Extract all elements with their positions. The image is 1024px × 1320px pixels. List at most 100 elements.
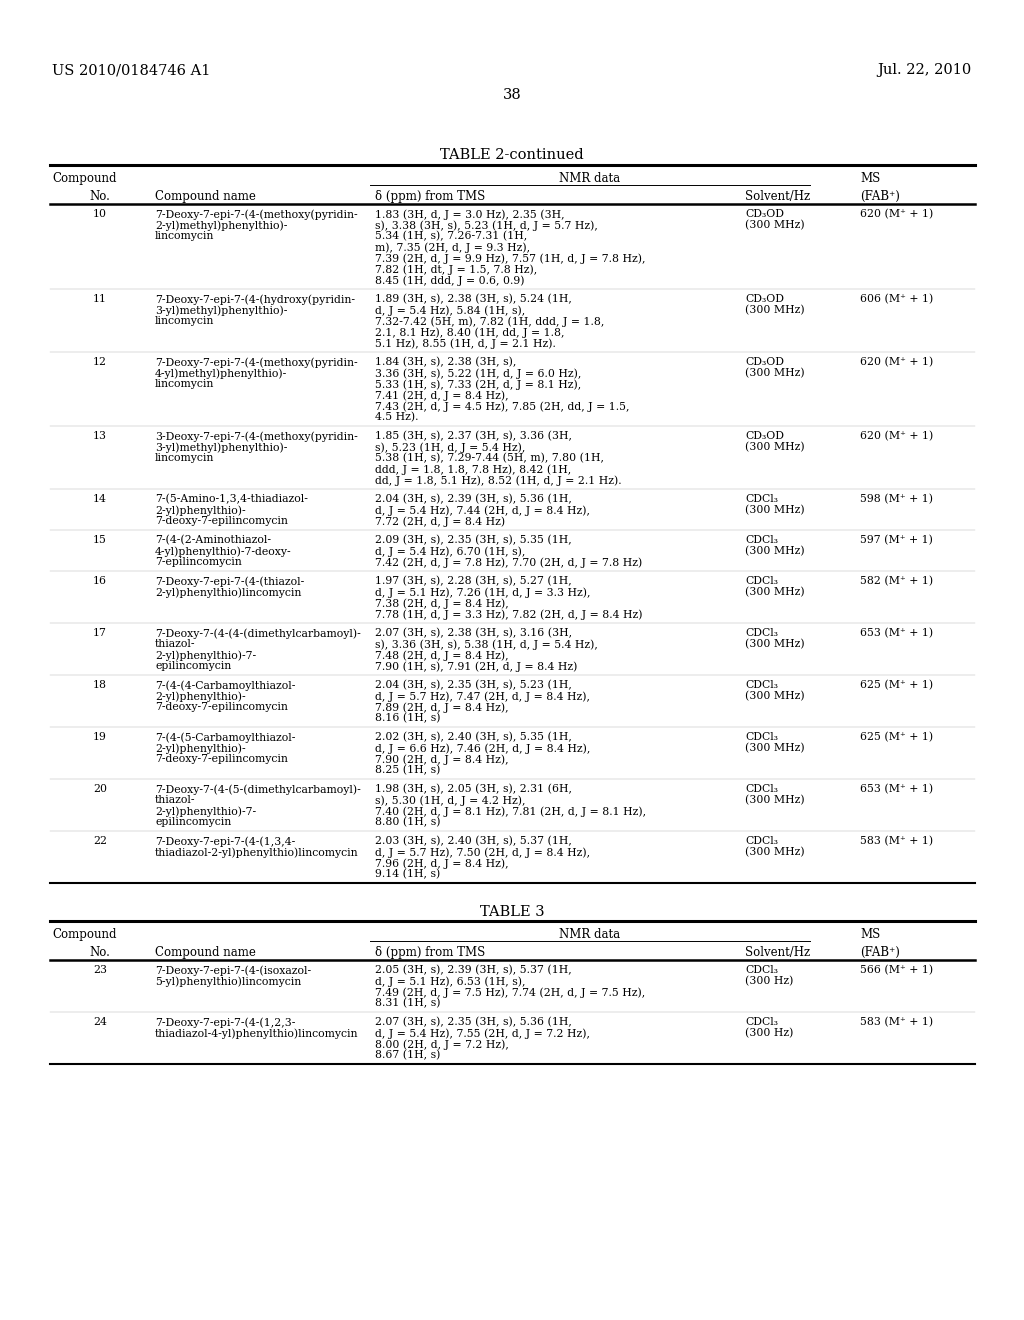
Text: 7.38 (2H, d, J = 8.4 Hz),: 7.38 (2H, d, J = 8.4 Hz),: [375, 598, 509, 609]
Text: 13: 13: [93, 432, 106, 441]
Text: 4-yl)methyl)phenylthio)-: 4-yl)methyl)phenylthio)-: [155, 368, 288, 379]
Text: 7-Deoxy-7-epi-7-(4-(methoxy(pyridin-: 7-Deoxy-7-epi-7-(4-(methoxy(pyridin-: [155, 356, 357, 367]
Text: 1.89 (3H, s), 2.38 (3H, s), 5.24 (1H,: 1.89 (3H, s), 2.38 (3H, s), 5.24 (1H,: [375, 294, 571, 305]
Text: 7.32-7.42 (5H, m), 7.82 (1H, ddd, J = 1.8,: 7.32-7.42 (5H, m), 7.82 (1H, ddd, J = 1.…: [375, 315, 604, 326]
Text: 1.98 (3H, s), 2.05 (3H, s), 2.31 (6H,: 1.98 (3H, s), 2.05 (3H, s), 2.31 (6H,: [375, 784, 572, 795]
Text: (300 MHz): (300 MHz): [745, 587, 805, 598]
Text: 2-yl)phenylthio)-7-: 2-yl)phenylthio)-7-: [155, 649, 256, 660]
Text: MS: MS: [860, 172, 881, 185]
Text: CD₃OD: CD₃OD: [745, 356, 784, 367]
Text: 2-yl)phenylthio)-: 2-yl)phenylthio)-: [155, 506, 246, 516]
Text: 653 (M⁺ + 1): 653 (M⁺ + 1): [860, 784, 933, 795]
Text: 2.1, 8.1 Hz), 8.40 (1H, dd, J = 1.8,: 2.1, 8.1 Hz), 8.40 (1H, dd, J = 1.8,: [375, 327, 564, 338]
Text: 8.16 (1H, s): 8.16 (1H, s): [375, 713, 440, 723]
Text: 3-yl)methyl)phenylthio)-: 3-yl)methyl)phenylthio)-: [155, 305, 288, 315]
Text: 7-deoxy-7-epilincomycin: 7-deoxy-7-epilincomycin: [155, 516, 288, 525]
Text: 7-Deoxy-7-epi-7-(4-(isoxazol-: 7-Deoxy-7-epi-7-(4-(isoxazol-: [155, 965, 311, 975]
Text: 597 (M⁺ + 1): 597 (M⁺ + 1): [860, 535, 933, 545]
Text: (300 MHz): (300 MHz): [745, 220, 805, 230]
Text: d, J = 5.1 Hz), 7.26 (1H, d, J = 3.3 Hz),: d, J = 5.1 Hz), 7.26 (1H, d, J = 3.3 Hz)…: [375, 587, 591, 598]
Text: 583 (M⁺ + 1): 583 (M⁺ + 1): [860, 836, 933, 846]
Text: (300 MHz): (300 MHz): [745, 546, 805, 556]
Text: 7-(4-(5-Carbamoylthiazol-: 7-(4-(5-Carbamoylthiazol-: [155, 733, 295, 743]
Text: (300 MHz): (300 MHz): [745, 743, 805, 754]
Text: 15: 15: [93, 535, 106, 545]
Text: d, J = 6.6 Hz), 7.46 (2H, d, J = 8.4 Hz),: d, J = 6.6 Hz), 7.46 (2H, d, J = 8.4 Hz)…: [375, 743, 591, 754]
Text: 2-yl)methyl)phenylthio)-: 2-yl)methyl)phenylthio)-: [155, 220, 288, 231]
Text: (300 MHz): (300 MHz): [745, 442, 805, 453]
Text: lincomycin: lincomycin: [155, 315, 214, 326]
Text: s), 5.30 (1H, d, J = 4.2 Hz),: s), 5.30 (1H, d, J = 4.2 Hz),: [375, 795, 525, 805]
Text: No.: No.: [89, 946, 111, 960]
Text: 2-yl)phenylthio)-: 2-yl)phenylthio)-: [155, 690, 246, 701]
Text: (300 MHz): (300 MHz): [745, 305, 805, 315]
Text: 16: 16: [93, 576, 106, 586]
Text: 2.07 (3H, s), 2.38 (3H, s), 3.16 (3H,: 2.07 (3H, s), 2.38 (3H, s), 3.16 (3H,: [375, 628, 572, 639]
Text: 2.04 (3H, s), 2.35 (3H, s), 5.23 (1H,: 2.04 (3H, s), 2.35 (3H, s), 5.23 (1H,: [375, 680, 571, 690]
Text: 7.72 (2H, d, J = 8.4 Hz): 7.72 (2H, d, J = 8.4 Hz): [375, 516, 505, 527]
Text: 5.34 (1H, s), 7.26-7.31 (1H,: 5.34 (1H, s), 7.26-7.31 (1H,: [375, 231, 527, 242]
Text: 7-(4-(2-Aminothiazol-: 7-(4-(2-Aminothiazol-: [155, 535, 271, 545]
Text: 7.48 (2H, d, J = 8.4 Hz),: 7.48 (2H, d, J = 8.4 Hz),: [375, 649, 509, 660]
Text: 2.05 (3H, s), 2.39 (3H, s), 5.37 (1H,: 2.05 (3H, s), 2.39 (3H, s), 5.37 (1H,: [375, 965, 571, 975]
Text: 7-deoxy-7-epilincomycin: 7-deoxy-7-epilincomycin: [155, 754, 288, 764]
Text: 583 (M⁺ + 1): 583 (M⁺ + 1): [860, 1016, 933, 1027]
Text: 8.31 (1H, s): 8.31 (1H, s): [375, 998, 440, 1008]
Text: 566 (M⁺ + 1): 566 (M⁺ + 1): [860, 965, 933, 975]
Text: CDCl₃: CDCl₃: [745, 535, 778, 545]
Text: d, J = 5.4 Hz), 6.70 (1H, s),: d, J = 5.4 Hz), 6.70 (1H, s),: [375, 546, 525, 557]
Text: 2-yl)phenylthio)-7-: 2-yl)phenylthio)-7-: [155, 807, 256, 817]
Text: Solvent/Hz: Solvent/Hz: [745, 190, 810, 203]
Text: 7-Deoxy-7-epi-7-(4-(1,3,4-: 7-Deoxy-7-epi-7-(4-(1,3,4-: [155, 836, 295, 846]
Text: 7-(5-Amino-1,3,4-thiadiazol-: 7-(5-Amino-1,3,4-thiadiazol-: [155, 494, 308, 504]
Text: δ (ppm) from TMS: δ (ppm) from TMS: [375, 190, 485, 203]
Text: 7.96 (2H, d, J = 8.4 Hz),: 7.96 (2H, d, J = 8.4 Hz),: [375, 858, 509, 869]
Text: 7-Deoxy-7-epi-7-(4-(1,2,3-: 7-Deoxy-7-epi-7-(4-(1,2,3-: [155, 1016, 295, 1027]
Text: Solvent/Hz: Solvent/Hz: [745, 946, 810, 960]
Text: thiadiazol-2-yl)phenylthio)lincomycin: thiadiazol-2-yl)phenylthio)lincomycin: [155, 847, 358, 858]
Text: (300 Hz): (300 Hz): [745, 975, 794, 986]
Text: lincomycin: lincomycin: [155, 231, 214, 242]
Text: CDCl₃: CDCl₃: [745, 576, 778, 586]
Text: 3.36 (3H, s), 5.22 (1H, d, J = 6.0 Hz),: 3.36 (3H, s), 5.22 (1H, d, J = 6.0 Hz),: [375, 368, 582, 379]
Text: CDCl₃: CDCl₃: [745, 1016, 778, 1027]
Text: 22: 22: [93, 836, 106, 846]
Text: 7-deoxy-7-epilincomycin: 7-deoxy-7-epilincomycin: [155, 702, 288, 711]
Text: 12: 12: [93, 356, 106, 367]
Text: d, J = 5.7 Hz), 7.47 (2H, d, J = 8.4 Hz),: d, J = 5.7 Hz), 7.47 (2H, d, J = 8.4 Hz)…: [375, 690, 590, 701]
Text: 19: 19: [93, 733, 106, 742]
Text: 7-Deoxy-7-(4-(5-(dimethylcarbamoyl)-: 7-Deoxy-7-(4-(5-(dimethylcarbamoyl)-: [155, 784, 360, 795]
Text: US 2010/0184746 A1: US 2010/0184746 A1: [52, 63, 210, 77]
Text: CDCl₃: CDCl₃: [745, 784, 778, 795]
Text: 7.49 (2H, d, J = 7.5 Hz), 7.74 (2H, d, J = 7.5 Hz),: 7.49 (2H, d, J = 7.5 Hz), 7.74 (2H, d, J…: [375, 987, 645, 998]
Text: 1.84 (3H, s), 2.38 (3H, s),: 1.84 (3H, s), 2.38 (3H, s),: [375, 356, 516, 367]
Text: Compound name: Compound name: [155, 946, 256, 960]
Text: s), 3.38 (3H, s), 5.23 (1H, d, J = 5.7 Hz),: s), 3.38 (3H, s), 5.23 (1H, d, J = 5.7 H…: [375, 220, 598, 231]
Text: 8.80 (1H, s): 8.80 (1H, s): [375, 817, 440, 828]
Text: 8.25 (1H, s): 8.25 (1H, s): [375, 766, 440, 775]
Text: 582 (M⁺ + 1): 582 (M⁺ + 1): [860, 576, 933, 586]
Text: 18: 18: [93, 680, 106, 690]
Text: 2.04 (3H, s), 2.39 (3H, s), 5.36 (1H,: 2.04 (3H, s), 2.39 (3H, s), 5.36 (1H,: [375, 494, 571, 504]
Text: CDCl₃: CDCl₃: [745, 836, 778, 846]
Text: 5.33 (1H, s), 7.33 (2H, d, J = 8.1 Hz),: 5.33 (1H, s), 7.33 (2H, d, J = 8.1 Hz),: [375, 379, 582, 389]
Text: Compound: Compound: [52, 172, 117, 185]
Text: 7-(4-(4-Carbamoylthiazol-: 7-(4-(4-Carbamoylthiazol-: [155, 680, 295, 690]
Text: CD₃OD: CD₃OD: [745, 209, 784, 219]
Text: d, J = 5.4 Hz), 5.84 (1H, s),: d, J = 5.4 Hz), 5.84 (1H, s),: [375, 305, 525, 315]
Text: 7-Deoxy-7-epi-7-(4-(hydroxy(pyridin-: 7-Deoxy-7-epi-7-(4-(hydroxy(pyridin-: [155, 294, 355, 305]
Text: 7.78 (1H, d, J = 3.3 Hz), 7.82 (2H, d, J = 8.4 Hz): 7.78 (1H, d, J = 3.3 Hz), 7.82 (2H, d, J…: [375, 609, 642, 619]
Text: thiazol-: thiazol-: [155, 639, 196, 649]
Text: (300 MHz): (300 MHz): [745, 847, 805, 857]
Text: 4.5 Hz).: 4.5 Hz).: [375, 412, 419, 422]
Text: 5-yl)phenylthio)lincomycin: 5-yl)phenylthio)lincomycin: [155, 975, 301, 986]
Text: No.: No.: [89, 190, 111, 203]
Text: Compound: Compound: [52, 928, 117, 941]
Text: MS: MS: [860, 928, 881, 941]
Text: 11: 11: [93, 294, 106, 304]
Text: (300 Hz): (300 Hz): [745, 1028, 794, 1039]
Text: m), 7.35 (2H, d, J = 9.3 Hz),: m), 7.35 (2H, d, J = 9.3 Hz),: [375, 242, 530, 252]
Text: 625 (M⁺ + 1): 625 (M⁺ + 1): [860, 680, 933, 690]
Text: 7.82 (1H, dt, J = 1.5, 7.8 Hz),: 7.82 (1H, dt, J = 1.5, 7.8 Hz),: [375, 264, 538, 275]
Text: CDCl₃: CDCl₃: [745, 494, 778, 504]
